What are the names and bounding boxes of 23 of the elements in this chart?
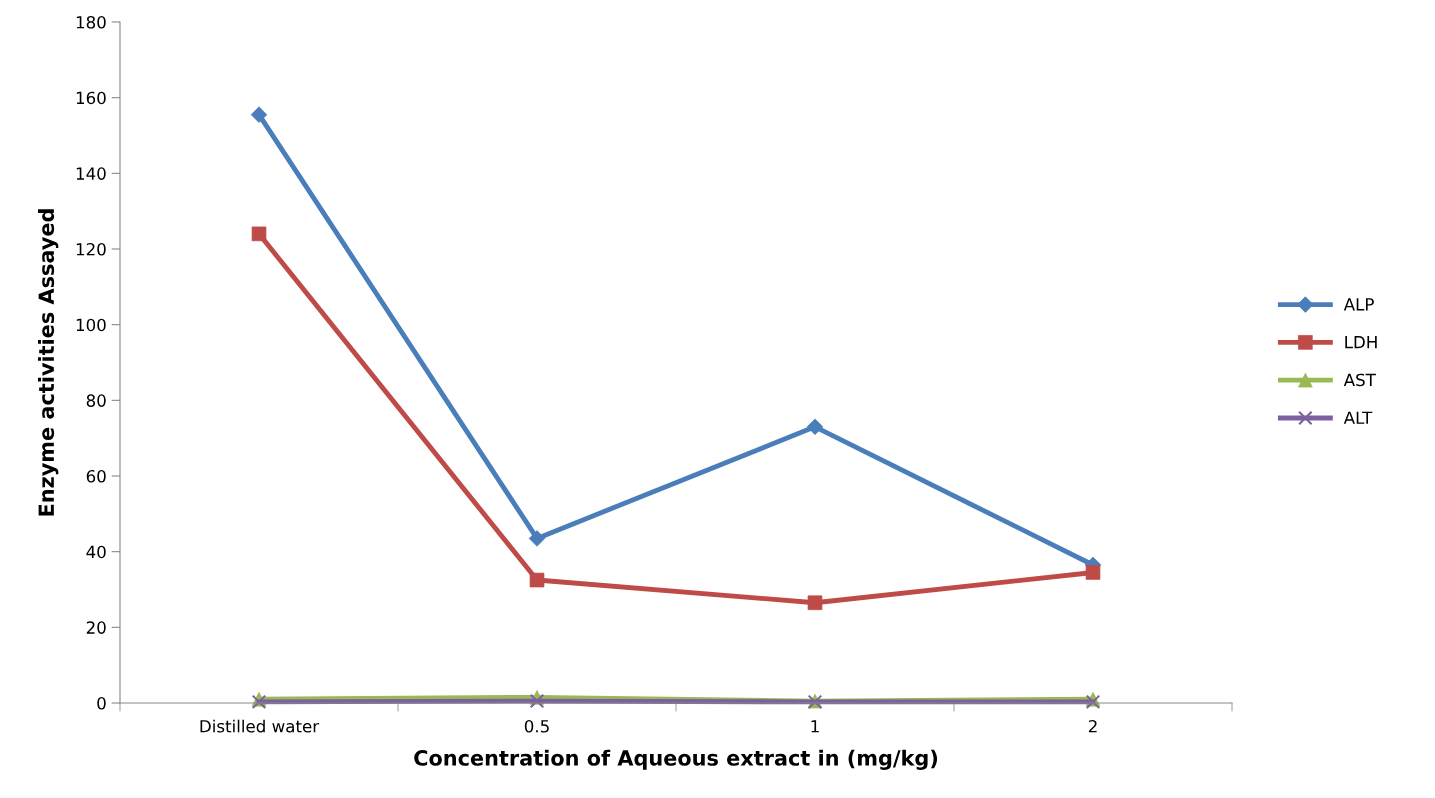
point xyxy=(528,530,546,547)
x-tick-label: 0.5 xyxy=(524,719,549,733)
x-tick-label: Distilled water xyxy=(200,719,320,733)
legend-label: ALP xyxy=(1343,298,1374,311)
y-tick-label: 40 xyxy=(86,545,106,559)
y-tick-label: 120 xyxy=(76,242,106,256)
x-tick-label: 1 xyxy=(811,720,819,733)
y-axis-title: Enzyme activities Assayed xyxy=(38,209,59,516)
point xyxy=(529,693,545,709)
x-axis-title: Concentration of Aqueous extract in (mg/kg) xyxy=(414,749,938,771)
point xyxy=(529,572,545,588)
legend-label: ALT xyxy=(1343,411,1373,424)
y-tick-label: 20 xyxy=(86,621,106,634)
y-tick-label: 0 xyxy=(97,696,106,710)
legend-label: AST xyxy=(1343,373,1376,387)
y-tick-label: 80 xyxy=(86,394,106,407)
legend-label: LDH xyxy=(1345,336,1377,349)
y-tick-label: 60 xyxy=(86,469,106,483)
y-tick-label: 180 xyxy=(76,15,106,29)
x-tick-label: 2 xyxy=(1088,719,1097,733)
y-tick-label: 140 xyxy=(76,167,106,180)
y-tick-label: 100 xyxy=(76,318,106,332)
y-tick-label: 160 xyxy=(76,91,106,105)
